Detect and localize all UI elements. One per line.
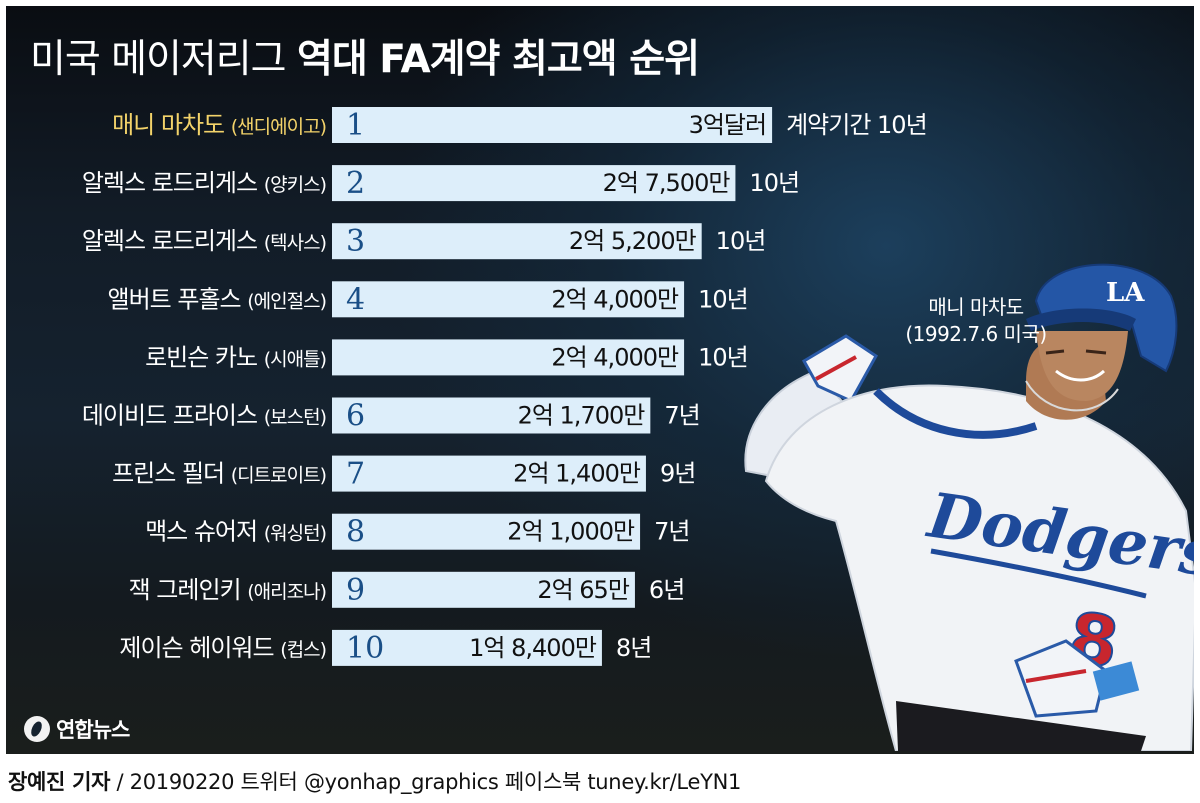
bar [332,397,651,434]
term-label: 10년 [698,343,748,371]
term-label: 7년 [654,518,689,546]
player-team: (디트로이트) [231,465,326,487]
player-team: (애리조나) [247,581,326,603]
term-label: 9년 [660,460,695,488]
term-label: 10년 [698,285,748,313]
player-name: 알렉스 로드리게스 [82,169,264,197]
rank-label: 2 [346,166,365,201]
player-caption: 매니 마차도 (1992.7.6 미국) [886,294,1066,348]
title-part1: 미국 메이저리그 [30,37,287,82]
agency-logo-name: 연합뉴스 [56,718,130,742]
term-label: 8년 [616,634,651,662]
rank-label: 3 [346,224,365,259]
player-team: (워싱턴) [264,523,326,545]
chart-title: 미국 메이저리그 역대 FA계약 최고액 순위 [30,28,700,84]
player-name: 로빈슨 카노 [145,343,264,371]
player-name: 앨버트 푸홀스 [108,285,248,313]
term-label: 계약기간 10년 [786,111,927,139]
rank-label: 8 [346,515,365,550]
byline-rest: / 20190220 트위터 @yonhap_graphics 페이스북 tun… [110,770,742,794]
player-team: (컵스) [280,639,326,661]
value-label: 2억 5,200만 [569,227,697,255]
player-team: (텍사스) [264,232,326,254]
player-label: 매니 마차도 (샌디에이고) [112,111,326,139]
byline-reporter: 장예진 기자 [8,770,111,794]
player-label: 알렉스 로드리게스 (텍사스) [82,227,326,255]
player-caption-detail: (1992.7.6 미국) [905,322,1047,346]
value-label: 2억 1,000만 [507,518,635,546]
term-label: 10년 [716,227,766,255]
player-caption-name: 매니 마차도 [928,295,1024,319]
player-name: 제이슨 헤이워드 [119,634,280,662]
value-label: 2억 4,000만 [551,285,679,313]
value-label: 2억 1,400만 [513,460,641,488]
player-name: 잭 그레인키 [129,576,248,604]
bar [332,571,635,608]
value-label: 2억 4,000만 [551,343,679,371]
rank-label: 1 [346,108,365,143]
byline: 장예진 기자 / 20190220 트위터 @yonhap_graphics 페… [8,766,741,796]
player-label: 앨버트 푸홀스 (에인절스) [108,285,327,313]
bar [332,165,736,202]
player-team: (시애틀) [264,348,326,370]
value-label: 2억 65만 [537,576,630,604]
term-label: 7년 [664,402,699,430]
bar [332,281,685,318]
rank-label: 9 [346,573,365,608]
player-label: 제이슨 헤이워드 (컵스) [119,634,326,662]
rank-label: 7 [346,457,365,492]
value-label: 2억 1,700만 [518,402,646,430]
infographic-card: 미국 메이저리그 역대 FA계약 최고액 순위 매니 마차도 (샌디에이고) 1 3… [6,6,1194,754]
title-part2: 역대 FA계약 최고액 순위 [296,37,700,82]
player-label: 로빈슨 카노 (시애틀) [145,343,326,371]
player-name: 데이비드 프라이스 [82,402,264,430]
player-team: (양키스) [264,174,326,196]
player-label: 잭 그레인키 (애리조나) [129,576,326,604]
cap-logo-text: LA [1106,278,1145,308]
term-label: 6년 [649,576,684,604]
value-label: 3억달러 [689,111,767,139]
player-team: (에인절스) [247,290,326,312]
agency-logo: 연합뉴스 [24,714,130,744]
player-label: 알렉스 로드리게스 (양키스) [82,169,326,197]
wristband-icon [1092,661,1140,701]
term-label: 10년 [749,169,799,197]
bar [332,107,773,143]
player-team: (보스턴) [264,407,326,429]
player-team: (샌디에이고) [231,116,326,138]
value-label: 1억 8,400만 [469,634,597,662]
bar [332,339,685,376]
player-illustration: Dodgers 8 LA [744,263,1194,751]
player-name: 알렉스 로드리게스 [82,227,264,255]
player-name: 맥스 슈어저 [145,518,264,546]
rank-label: 6 [346,399,365,434]
bar [332,455,646,492]
player-label: 맥스 슈어저 (워싱턴) [145,518,326,546]
bar [332,513,641,550]
rank-label: 10 [346,631,384,666]
bar [332,223,702,260]
player-label: 데이비드 프라이스 (보스턴) [82,402,326,430]
yonhap-logo-icon [24,716,50,742]
player-name: 프린스 필더 [112,460,231,488]
batting-glove-icon [801,334,878,403]
rank-label: 4 [346,282,365,317]
bar [332,629,602,666]
player-name: 매니 마차도 [112,111,231,139]
player-label: 프린스 필더 (디트로이트) [112,460,326,488]
value-label: 2억 7,500만 [603,169,731,197]
